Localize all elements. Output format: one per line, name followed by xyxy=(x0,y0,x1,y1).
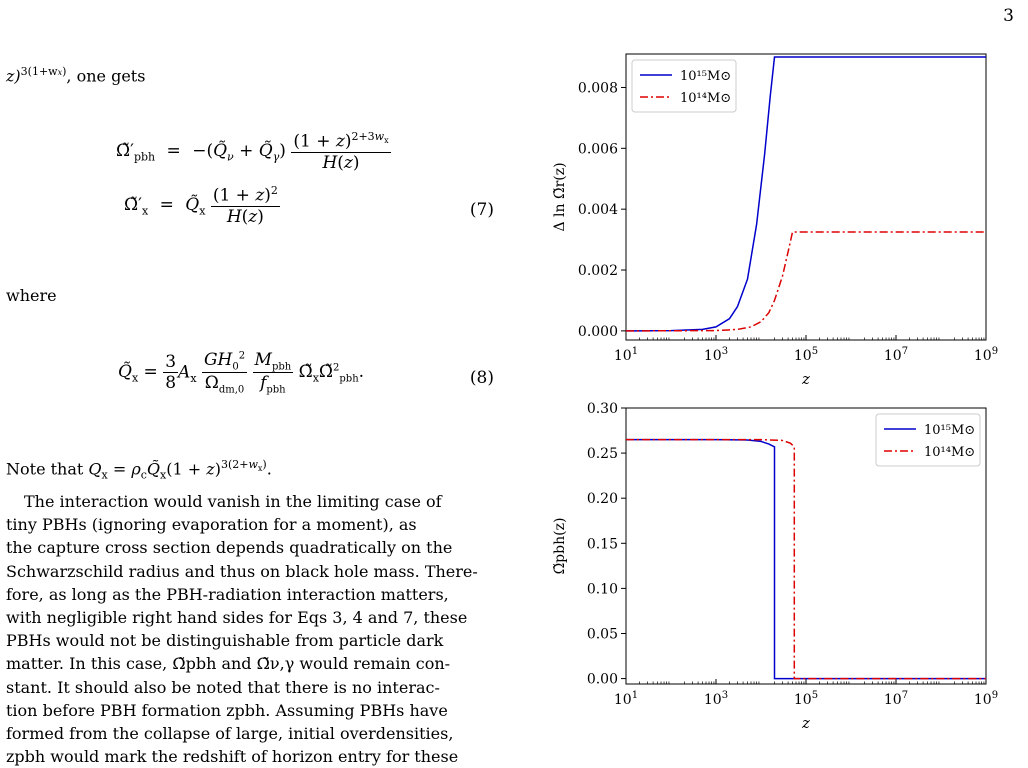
lead-in-exp-sub: x xyxy=(57,68,63,77)
y-tick-label: 0.00 xyxy=(587,672,618,688)
series-line-m14 xyxy=(626,231,986,332)
legend-label: 10¹⁵M⊙ xyxy=(924,423,975,438)
y-tick-label: 0.002 xyxy=(578,263,618,279)
lead-in-line: z)3(1+wx), one gets xyxy=(6,60,145,87)
equation-7-line-2: Ω̃′x = Q̃x (1 + z)2 H(z) xyxy=(124,184,280,227)
paragraph-line: zpbh would mark the redshift of horizon … xyxy=(6,747,459,767)
x-tick-label: 101 xyxy=(614,690,638,708)
paragraph-line: fore, as long as the PBH-radiation inter… xyxy=(6,584,449,604)
x-tick-label: 103 xyxy=(704,346,728,364)
equation-7-number: (7) xyxy=(469,200,494,220)
lead-in-math: z) xyxy=(6,66,21,86)
series-line-m14 xyxy=(626,438,986,680)
page-number: 3 xyxy=(1003,6,1014,26)
equation-7-line-1: Ω̃′pbh = −(Q̃ν + Q̃γ) (1 + z)2+3wx H(z) xyxy=(116,130,391,173)
series-line-m15 xyxy=(626,438,986,680)
y-tick-label: 0.000 xyxy=(578,324,618,340)
y-tick-label: 0.15 xyxy=(587,536,618,552)
paragraph-line: Schwarzschild radius and thus on black h… xyxy=(6,561,478,581)
lead-in-text: , one gets xyxy=(66,66,146,86)
paragraph-line: stant. It should also be noted that ther… xyxy=(6,677,440,697)
body-paragraph: The interaction would vanish in the limi… xyxy=(6,490,496,768)
paragraph-line: the capture cross section depends quadra… xyxy=(6,538,453,558)
x-tick-label: 109 xyxy=(974,346,998,364)
note-text: Note that xyxy=(6,459,84,479)
legend-label: 10¹⁵M⊙ xyxy=(680,69,731,84)
legend-box xyxy=(631,59,737,113)
equation-8: Q̃x = 3 8 Ax GH02 Ωdm,0 Mpbh fpbh Ω̃xΩ̃2pbh. xyxy=(118,350,365,396)
x-tick-label: 105 xyxy=(794,346,818,364)
equation-8-number: (8) xyxy=(469,368,494,388)
where-text: where xyxy=(6,286,57,305)
x-tick-label: 109 xyxy=(974,690,998,708)
y-tick-label: 0.25 xyxy=(587,446,618,462)
series-line-m15 xyxy=(626,56,986,332)
paragraph-line: PBHs would not be distinguishable from p… xyxy=(6,631,444,651)
paragraph-line: with negligible right hand sides for Eqs… xyxy=(6,608,468,628)
text-column: z)3(1+wx), one gets Ω̃′pbh = −(Q̃ν + Q̃γ… xyxy=(6,0,500,766)
x-tick-label: 107 xyxy=(884,690,908,708)
x-axis-label: z xyxy=(801,714,810,732)
legend-label: 10¹⁴M⊙ xyxy=(924,445,975,460)
note-line: Note that Qx = ρcQ̃x(1 + z)3(2+wx). xyxy=(6,458,272,482)
x-tick-label: 107 xyxy=(884,346,908,364)
y-tick-label: 0.30 xyxy=(587,401,618,417)
y-tick-label: 0.10 xyxy=(587,581,618,597)
y-tick-label: 0.20 xyxy=(587,491,618,507)
paragraph-line: matter. In this case, Ω̃pbh and Ω̃ν,γ wo… xyxy=(6,654,451,674)
paragraph-line: The interaction would vanish in the limi… xyxy=(24,492,442,511)
y-tick-label: 0.008 xyxy=(578,80,618,96)
y-tick-label: 0.004 xyxy=(578,202,618,218)
chart-omega-pbh: 101 103 105 107 109 0.00 0.05 0.10 0.15 0.20 0.25 0… xyxy=(552,401,998,732)
y-axis-label: Δ ln Ω̃r(z) xyxy=(552,162,568,231)
paragraph-line: formed from the collapse of large, initi… xyxy=(6,724,454,744)
x-tick-label: 101 xyxy=(614,346,638,364)
lead-in-exp: 3(1+w xyxy=(20,65,58,78)
y-tick-label: 0.006 xyxy=(578,141,618,157)
x-tick-label: 105 xyxy=(794,690,818,708)
legend-box xyxy=(875,413,981,467)
paragraph-line: tiny PBHs (ignoring evaporation for a mo… xyxy=(6,515,417,535)
paragraph-line: tion before PBH formation zpbh. Assuming… xyxy=(6,700,448,720)
lead-in-exp-end: ) xyxy=(62,65,67,78)
chart-delta-ln-omega-r: 101 103 105 107 109 0.000 0.002 0.004 0.006 0.008… xyxy=(552,53,998,388)
x-axis-label: z xyxy=(801,370,810,388)
y-axis-label: Ω̃pbh(z) xyxy=(552,518,568,575)
x-tick-label: 103 xyxy=(704,690,728,708)
legend-label: 10¹⁴M⊙ xyxy=(680,91,731,106)
y-tick-label: 0.05 xyxy=(587,626,618,642)
